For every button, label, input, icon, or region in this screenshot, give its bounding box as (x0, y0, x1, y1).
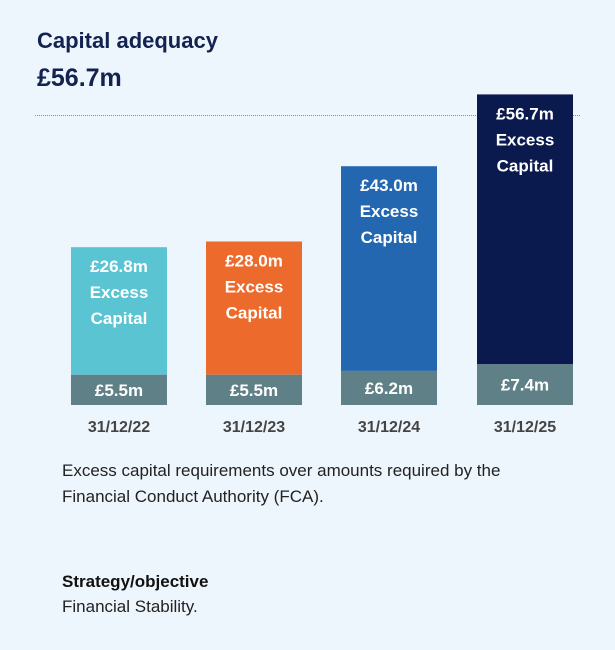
base-bar (477, 364, 573, 405)
reference-line (35, 115, 580, 116)
base-value-label: £5.5m (95, 381, 143, 400)
excess-label-line1: Excess (225, 277, 284, 296)
excess-bar (477, 94, 573, 365)
excess-value-label: £26.8m (90, 257, 148, 276)
excess-label-line2: Capital (497, 156, 554, 175)
excess-bar (206, 241, 302, 375)
x-tick-label: 31/12/23 (223, 419, 285, 436)
excess-label-line2: Capital (91, 309, 148, 328)
headline-value: £56.7m (37, 64, 122, 92)
excess-bar (71, 247, 167, 375)
x-tick-label: 31/12/22 (88, 419, 150, 436)
excess-value-label: £56.7m (496, 104, 554, 123)
capital-chart: £26.8m Excess Capital £5.5m 31/12/22 £28.0m Ex… (71, 94, 573, 436)
base-bar (71, 374, 167, 405)
page-title: Capital adequacy (37, 28, 218, 53)
x-tick-label: 31/12/25 (494, 419, 556, 436)
strategy-text: Financial Stability. (62, 597, 198, 616)
base-bar (341, 370, 437, 405)
base-value-label: £6.2m (365, 379, 413, 398)
excess-value-label: £43.0m (360, 176, 418, 195)
base-value-label: £7.4m (501, 376, 549, 395)
excess-label-line1: Excess (360, 202, 419, 221)
excess-bar (341, 166, 437, 371)
excess-value-label: £28.0m (225, 251, 283, 270)
base-value-label: £5.5m (230, 381, 278, 400)
strategy-heading: Strategy/objective (62, 572, 209, 591)
excess-label-line2: Capital (361, 228, 418, 247)
base-bar (206, 374, 302, 405)
excess-label-line2: Capital (226, 303, 283, 322)
excess-label-line1: Excess (90, 283, 149, 302)
description: Excess capital requirements over amounts… (62, 461, 501, 506)
x-tick-label: 31/12/24 (358, 419, 420, 436)
excess-label-line1: Excess (496, 130, 555, 149)
